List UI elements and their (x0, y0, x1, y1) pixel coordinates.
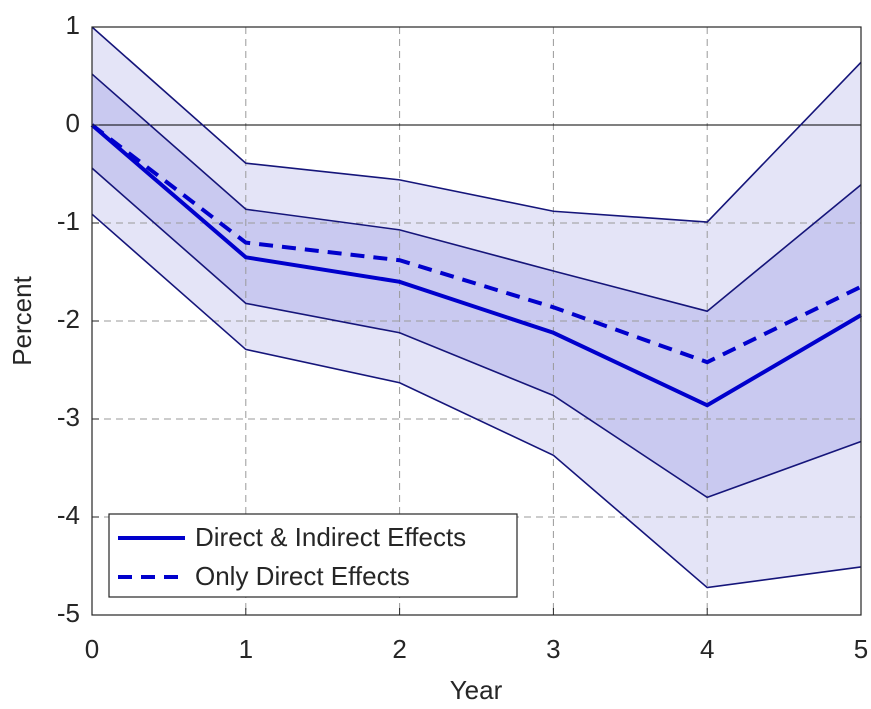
x-tick-label: 3 (546, 634, 560, 664)
y-tick-label: -5 (57, 598, 80, 628)
y-tick-label: -1 (57, 206, 80, 236)
x-tick-label: 1 (239, 634, 253, 664)
band (92, 74, 861, 498)
series-line (90, 123, 862, 365)
y-axis-label: Percent (7, 275, 37, 365)
y-tick-label: 1 (66, 10, 80, 40)
legend-label: Only Direct Effects (195, 561, 410, 591)
x-axis-label: Year (450, 675, 503, 705)
y-tick-label: 0 (66, 108, 80, 138)
band-edge (91, 167, 862, 499)
legend: Direct & Indirect Effects Only Direct Eff… (108, 513, 518, 598)
legend-box (108, 513, 518, 598)
series-line (90, 123, 863, 408)
y-tick-label: -2 (57, 304, 80, 334)
band-edge (91, 73, 862, 313)
band-edge (91, 26, 862, 223)
x-tick-label: 0 (85, 634, 99, 664)
x-tick-label: 4 (700, 634, 714, 664)
legend-label: Direct & Indirect Effects (195, 522, 466, 552)
x-tick-label: 2 (392, 634, 406, 664)
x-tick-label: 5 (854, 634, 868, 664)
y-tick-label: -3 (57, 402, 80, 432)
y-tick-label: -4 (57, 500, 80, 530)
band-edge (91, 213, 862, 589)
